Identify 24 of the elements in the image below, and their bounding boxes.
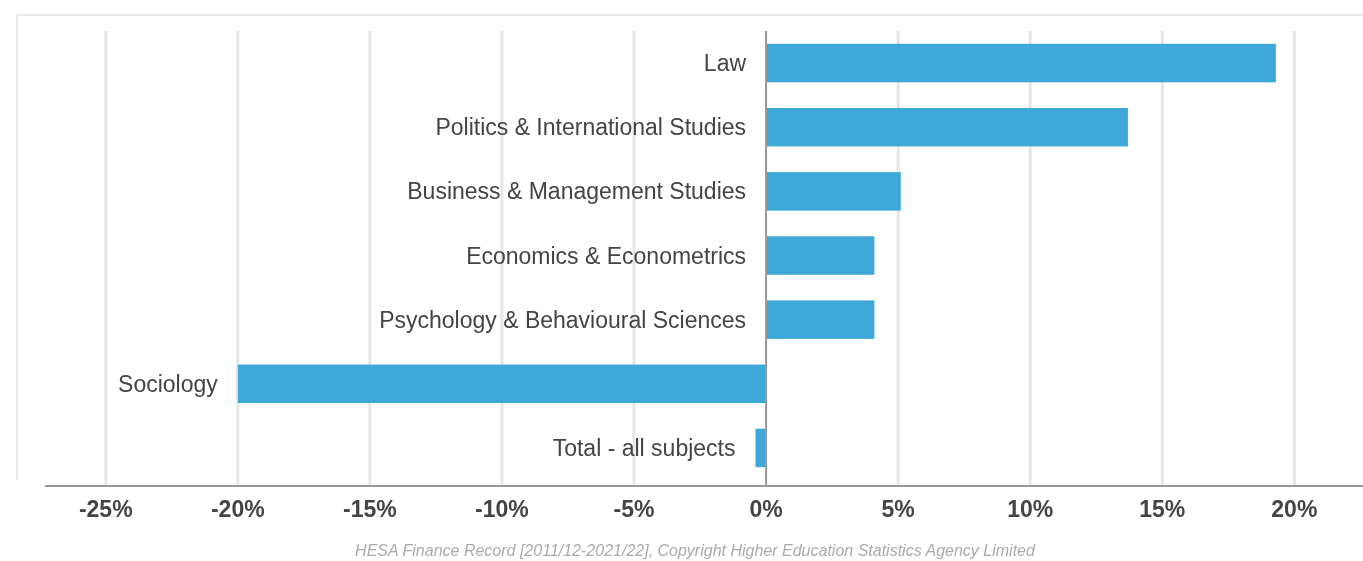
bar (237, 364, 767, 404)
y-tick-label: Economics & Econometrics (466, 242, 747, 269)
bar (766, 300, 875, 339)
bar (766, 107, 1128, 147)
y-tick-label: Law (703, 50, 747, 77)
x-tick-label: -10% (475, 496, 529, 522)
x-tick-label: 20% (1271, 496, 1318, 522)
y-tick-label: Psychology & Behavioural Sciences (379, 306, 747, 333)
x-tick-label: -15% (343, 496, 397, 522)
x-tick-label: 15% (1139, 496, 1186, 522)
y-tick-label: Business & Management Studies (407, 178, 747, 205)
bar (766, 236, 875, 275)
bar (766, 172, 901, 211)
x-tick-label: 0% (749, 496, 783, 522)
x-tick-label: -20% (210, 496, 265, 522)
bar (766, 43, 1276, 83)
y-tick-label: Total - all subjects (552, 434, 736, 461)
text: HESA Finance Record [2011/12-2021/22], Copyright Higher Education Statistics Agency Limited (355, 542, 1036, 559)
x-tick-label: -25% (78, 496, 133, 522)
y-tick-label: Politics & International Studies (435, 114, 747, 141)
x-tick-label: -5% (613, 496, 655, 522)
x-tick-label: 5% (881, 496, 915, 522)
y-tick-label: Sociology (118, 370, 219, 397)
x-tick-label: 10% (1007, 496, 1054, 522)
